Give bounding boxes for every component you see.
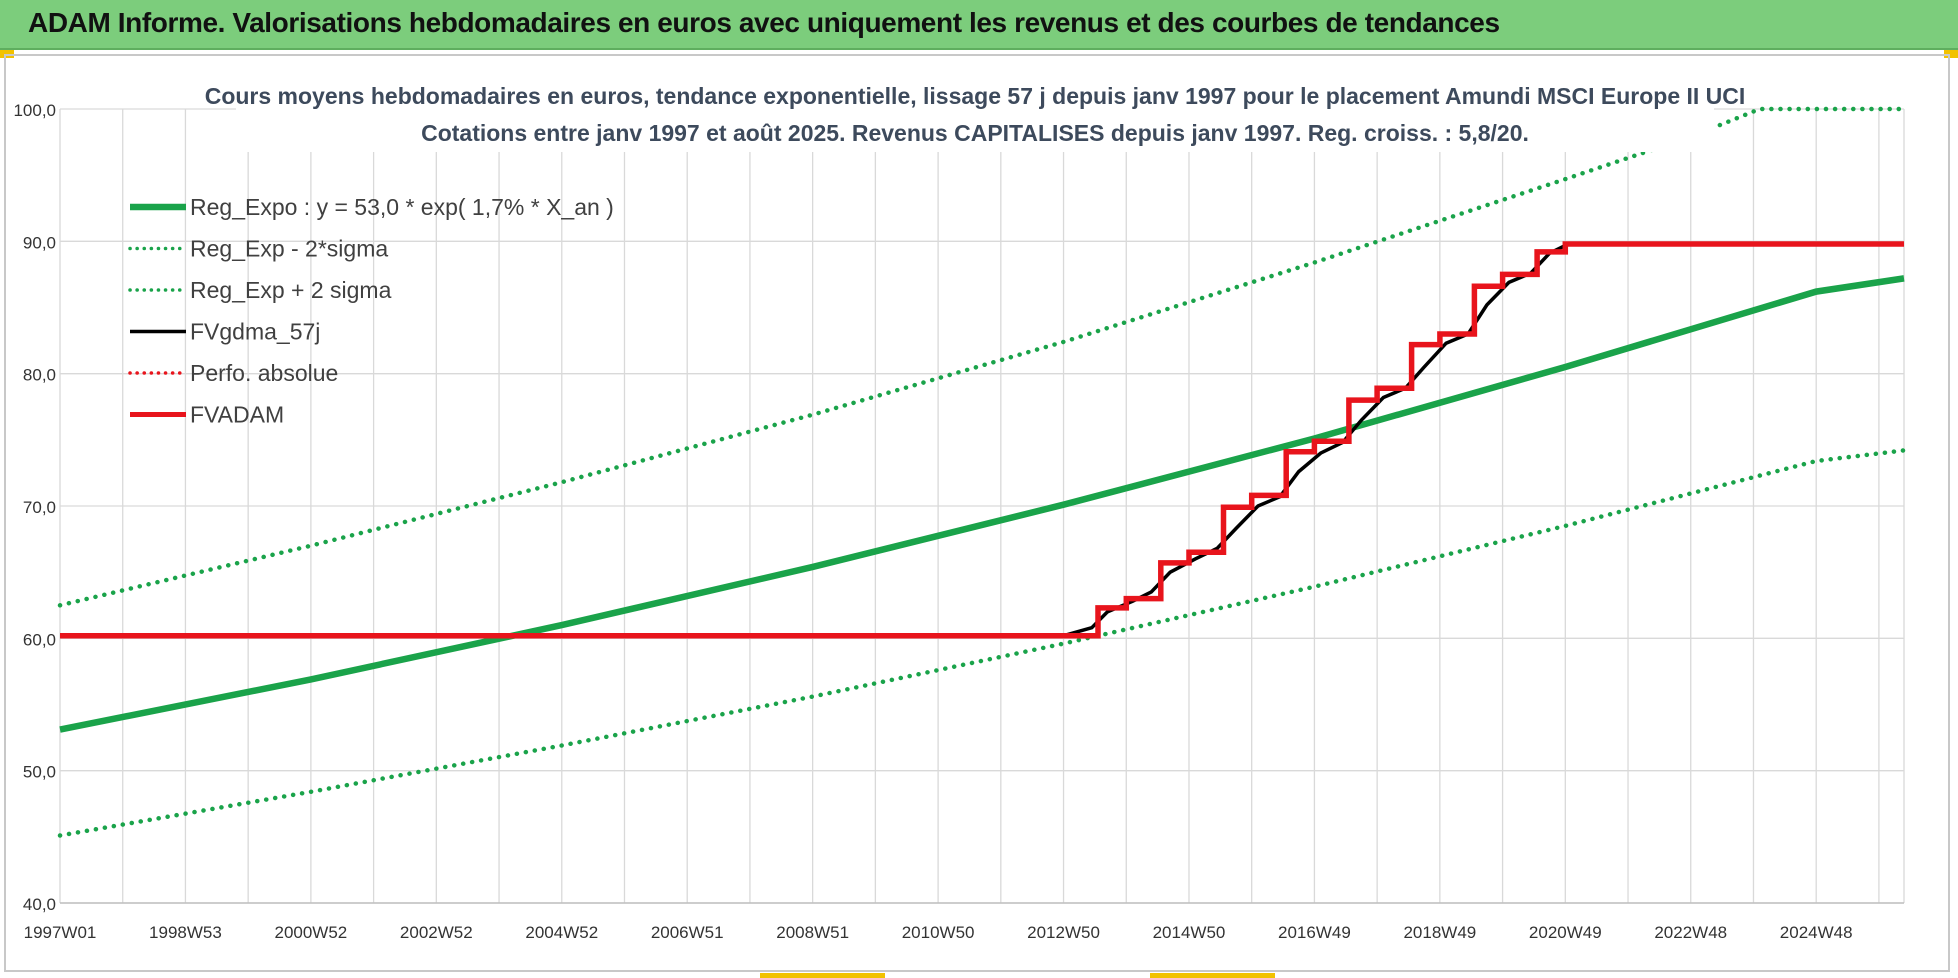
y-tick-label: 100,0 xyxy=(13,101,56,120)
legend-label: Reg_Exp + 2 sigma xyxy=(190,277,392,303)
x-tick-label: 2014W50 xyxy=(1153,923,1226,942)
chart-title: Cours moyens hebdomadaires en euros, ten… xyxy=(205,83,1746,109)
y-tick-label: 90,0 xyxy=(23,233,56,252)
x-tick-label: 2012W50 xyxy=(1027,923,1100,942)
series-line-5 xyxy=(60,241,1904,639)
legend-label: Perfo. absolue xyxy=(190,360,338,386)
header-banner: ADAM Informe. Valorisations hebdomadaire… xyxy=(0,0,1958,50)
series-line-1 xyxy=(57,448,1907,838)
y-tick-label: 60,0 xyxy=(23,630,56,649)
x-tick-label: 2010W50 xyxy=(902,923,975,942)
y-tick-label: 40,0 xyxy=(23,895,56,914)
legend-label: Reg_Exp - 2*sigma xyxy=(190,236,388,262)
series-line-3 xyxy=(1063,242,1570,638)
legend-label: FVgdma_57j xyxy=(190,319,320,345)
chart-frame xyxy=(4,54,1950,972)
bottom-mark-1 xyxy=(760,973,885,978)
x-tick-label: 2022W48 xyxy=(1654,923,1727,942)
legend: Reg_Expo : y = 53,0 * exp( 1,7% * X_an )… xyxy=(128,194,614,428)
chart-titles: Cours moyens hebdomadaires en euros, ten… xyxy=(205,74,1746,152)
page-title: ADAM Informe. Valorisations hebdomadaire… xyxy=(28,7,1500,38)
title-background xyxy=(236,74,1714,152)
x-tick-label: 1998W53 xyxy=(149,923,222,942)
x-tick-label: 2002W52 xyxy=(400,923,473,942)
y-axis: 40,0 50,0 60,0 70,0 80,0 90,0 100,0 xyxy=(13,101,56,914)
grid xyxy=(59,108,1905,904)
x-tick-label: 2024W48 xyxy=(1780,923,1853,942)
y-tick-label: 70,0 xyxy=(23,498,56,517)
chart-subtitle: Cotations entre janv 1997 et août 2025. … xyxy=(421,120,1529,146)
x-tick-label: 2020W49 xyxy=(1529,923,1602,942)
x-tick-label: 2004W52 xyxy=(525,923,598,942)
x-tick-label: 2006W51 xyxy=(651,923,724,942)
x-tick-label: 1997W01 xyxy=(24,923,97,942)
x-axis: 1997W01 1998W53 2000W52 2002W52 2004W52 2006W… xyxy=(24,902,1904,942)
y-tick-label: 80,0 xyxy=(23,366,56,385)
x-tick-label: 2008W51 xyxy=(776,923,849,942)
series-lines xyxy=(57,106,1907,838)
y-tick-label: 50,0 xyxy=(23,763,56,782)
series-line-0 xyxy=(59,275,1905,733)
x-tick-label: 2016W49 xyxy=(1278,923,1351,942)
x-tick-label: 2018W49 xyxy=(1403,923,1476,942)
legend-label: Reg_Expo : y = 53,0 * exp( 1,7% * X_an ) xyxy=(190,194,614,220)
bottom-mark-2 xyxy=(1150,973,1275,978)
legend-label: FVADAM xyxy=(190,402,284,428)
corner-mark-right xyxy=(1944,50,1958,58)
x-tick-label: 2000W52 xyxy=(274,923,347,942)
